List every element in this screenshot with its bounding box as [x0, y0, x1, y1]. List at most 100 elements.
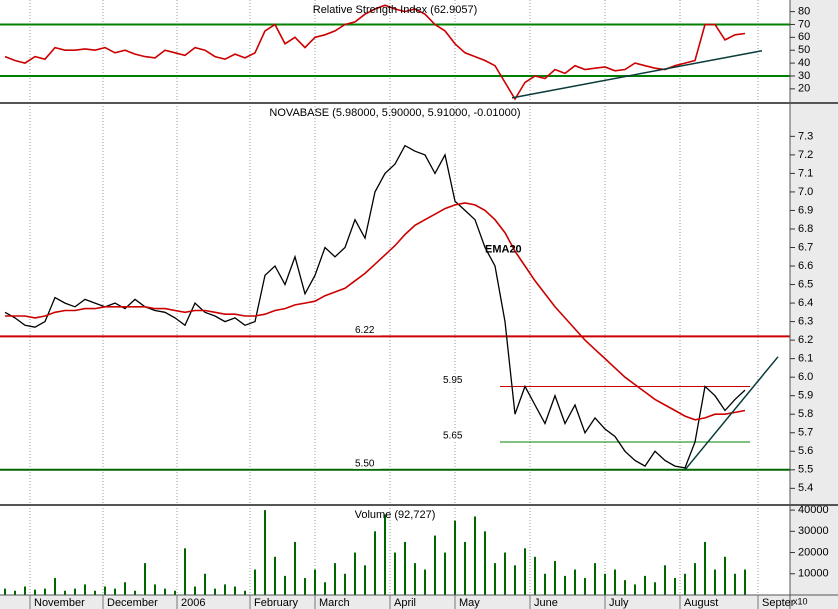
- y-tick-label: 40000: [798, 504, 829, 516]
- y-tick-label: 20: [798, 83, 810, 95]
- volume-bar: [654, 582, 656, 595]
- y-tick-label: 6.9: [798, 204, 813, 216]
- volume-bar: [624, 580, 626, 595]
- volume-bar: [554, 561, 556, 595]
- volume-bar: [124, 582, 126, 595]
- trend-line: [511, 49, 763, 99]
- volume-bar: [524, 548, 526, 595]
- volume-bar: [4, 588, 6, 595]
- reference-label-bg: [441, 374, 469, 386]
- series-line: [4, 4, 746, 101]
- volume-bar: [74, 588, 76, 595]
- volume-bar: [514, 565, 516, 595]
- y-tick-label: 5.6: [798, 445, 813, 457]
- volume-bar: [414, 563, 416, 595]
- volume-bar: [264, 510, 266, 595]
- volume-bar: [434, 535, 436, 595]
- volume-bar: [504, 552, 506, 595]
- axis-strip: [790, 0, 838, 609]
- reference-label-bg: [353, 324, 381, 336]
- y-tick-label: 5.7: [798, 427, 813, 439]
- volume-bar: [104, 586, 106, 595]
- x-tick-label: 2006: [181, 597, 205, 609]
- y-tick-label: 20000: [798, 546, 829, 558]
- volume-bar: [454, 520, 456, 595]
- y-tick-label: 6.7: [798, 241, 813, 253]
- y-tick-label: 30: [798, 70, 810, 82]
- plot-background: [0, 0, 790, 595]
- volume-bar: [704, 541, 706, 595]
- y-tick-label: 6.3: [798, 316, 813, 328]
- volume-bar: [64, 590, 66, 595]
- x-tick-label: November: [34, 597, 85, 609]
- volume-bar: [734, 573, 736, 595]
- reference-label: 6.22: [355, 325, 375, 336]
- y-tick-label: 10000: [798, 568, 829, 580]
- x-tick-label: March: [319, 597, 350, 609]
- volume-bar: [614, 569, 616, 595]
- reference-label: 5.95: [443, 375, 463, 386]
- volume-bar: [184, 548, 186, 595]
- volume-bar: [174, 590, 176, 595]
- volume-bar: [114, 588, 116, 595]
- y-tick-label: 30000: [798, 525, 829, 537]
- volume-bar: [494, 563, 496, 595]
- y-tick-label: 6.0: [798, 371, 813, 383]
- volume-bar: [314, 569, 316, 595]
- volume-bar: [674, 578, 676, 595]
- volume-bar: [664, 565, 666, 595]
- volume-bar: [644, 575, 646, 595]
- volume-bar: [634, 584, 636, 595]
- volume-bar: [154, 584, 156, 595]
- series-line: [4, 144, 746, 469]
- y-tick-label: 5.4: [798, 482, 813, 494]
- y-unit-label: x10: [793, 596, 808, 606]
- chart-title: Volume (92,727): [355, 509, 436, 521]
- volume-bar: [294, 541, 296, 595]
- volume-bar: [574, 569, 576, 595]
- x-tick-label: Septer: [762, 597, 795, 609]
- volume-bar: [284, 575, 286, 595]
- y-tick-label: 80: [798, 5, 810, 17]
- volume-bar: [594, 563, 596, 595]
- volume-bar: [404, 541, 406, 595]
- grid: [29, 0, 759, 595]
- series-line: [5, 202, 746, 421]
- volume-bar: [274, 556, 276, 595]
- volume-bar: [204, 573, 206, 595]
- volume-bar: [744, 569, 746, 595]
- y-tick-label: 6.4: [798, 297, 813, 309]
- y-tick-label: 7.2: [798, 149, 813, 161]
- volume-bar: [724, 556, 726, 595]
- volume-bar: [694, 563, 696, 595]
- volume-bar: [164, 588, 166, 595]
- annotation: EMA20: [485, 244, 522, 256]
- volume-bar: [714, 569, 716, 595]
- y-tick-label: 7.0: [798, 186, 813, 198]
- volume-bar: [54, 578, 56, 595]
- volume-bar: [374, 531, 376, 595]
- y-tick-label: 5.8: [798, 408, 813, 420]
- chart-title: Relative Strength Index (62.9057): [313, 4, 478, 16]
- volume-bar: [214, 588, 216, 595]
- volume-bar: [94, 590, 96, 595]
- x-tick-label: February: [254, 597, 299, 609]
- volume-bar: [334, 563, 336, 595]
- volume-bar: [234, 586, 236, 595]
- volume-bar: [684, 573, 686, 595]
- x-tick-label: December: [107, 597, 158, 609]
- x-tick-label: April: [394, 597, 416, 609]
- volume-bar: [344, 573, 346, 595]
- reference-label: 5.50: [355, 458, 375, 469]
- y-tick-label: 6.5: [798, 278, 813, 290]
- volume-bar: [424, 569, 426, 595]
- volume-bar: [604, 573, 606, 595]
- y-tick-label: 6.8: [798, 223, 813, 235]
- marks: 6.22 5.95 5.65 5.50 EMA20: [0, 4, 790, 595]
- volume-bar: [24, 586, 26, 595]
- volume-bar: [84, 584, 86, 595]
- chart-title: NOVABASE (5.98000, 5.90000, 5.91000, -0.…: [269, 107, 520, 119]
- y-tick-label: 6.2: [798, 334, 813, 346]
- volume-bar: [394, 552, 396, 595]
